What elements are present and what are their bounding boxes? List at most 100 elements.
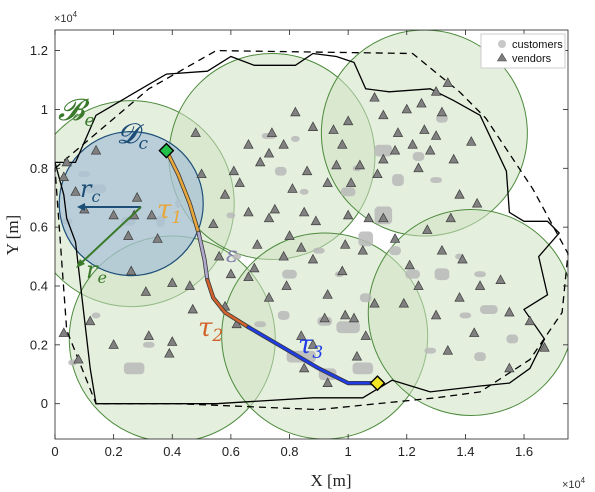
path-segment-3	[206, 278, 250, 329]
vendor-marker	[143, 330, 154, 340]
vendor-marker	[425, 144, 436, 155]
y-axis-exponent: ×104	[54, 10, 78, 25]
customer-blob	[424, 347, 437, 354]
customer-blob	[405, 269, 420, 279]
vendor-marker	[430, 130, 442, 140]
vendor-marker	[281, 280, 292, 290]
vendor-marker	[184, 280, 196, 290]
vendor-marker	[319, 312, 330, 323]
x-axis-exponent: ×104	[562, 476, 586, 491]
x-tick-label: 0.6	[222, 444, 240, 459]
vendor-marker	[70, 186, 81, 196]
vendor-marker	[131, 191, 143, 202]
vendor-marker	[278, 250, 289, 261]
vendor-marker	[208, 218, 219, 229]
vendor-marker	[219, 189, 231, 199]
vendor-marker	[448, 153, 459, 164]
vendor-marker	[342, 209, 354, 220]
vendor-marker	[126, 265, 137, 276]
vendor-marker	[266, 127, 278, 137]
customer-blob	[277, 311, 290, 320]
vendor-marker	[363, 212, 374, 223]
vendor-marker	[108, 209, 119, 220]
customer-blob	[312, 247, 325, 254]
y-tick-label: 0.2	[30, 337, 48, 352]
vendor-marker	[469, 327, 480, 337]
customer-blob	[123, 362, 145, 375]
vendor-marker	[243, 271, 254, 282]
customer-blob	[226, 212, 236, 219]
vendor-marker	[389, 233, 401, 243]
customer-blob	[290, 135, 300, 142]
y-tick-label: 0.8	[30, 161, 48, 176]
vendor-marker	[369, 297, 380, 308]
customer-blob	[374, 144, 393, 157]
y-tick-label: 0	[41, 396, 48, 411]
re-arrow	[78, 206, 142, 266]
legend-customer-label: customers	[512, 39, 563, 51]
vendor-marker	[287, 183, 298, 193]
vendor-marker	[442, 344, 453, 355]
vendor-marker	[255, 156, 266, 167]
vendor-marker	[539, 342, 550, 352]
vendor-marker	[378, 109, 389, 120]
x-tick-label: 1.2	[398, 444, 416, 459]
customer-blob	[480, 305, 498, 314]
vendor-marker	[340, 309, 351, 320]
legend-vendor-marker	[496, 52, 508, 62]
vendor-marker	[307, 121, 319, 131]
vendor-marker	[90, 144, 102, 155]
vendor-marker	[307, 253, 319, 264]
vendor-marker	[474, 280, 486, 290]
customer-blob	[142, 341, 155, 348]
vendor-marker	[146, 209, 157, 220]
vendor-marker	[430, 309, 442, 320]
vendor-marker	[369, 91, 380, 102]
vendor-marker	[401, 103, 412, 114]
vendor-marker	[269, 203, 281, 214]
vendor-marker	[167, 336, 178, 346]
vendor-marker	[419, 124, 430, 134]
customer-blob	[412, 152, 425, 161]
annotations: 𝓑e 𝓓c rc re τ1 ε τ2 τ3	[58, 93, 323, 363]
vendor-marker	[471, 197, 483, 208]
axes: 0 0.2 0.4 0.6 0.8 1 1.2 1.4 1.6 0 0.2 0.4 0.6 0.8 1 1.2	[30, 29, 569, 459]
vendor-marker	[378, 212, 389, 223]
vendor-marker	[466, 136, 477, 146]
vendor-marker	[442, 77, 453, 87]
vendor-marker	[407, 139, 418, 149]
vendor-marker	[430, 86, 442, 96]
vendor-marker	[196, 168, 207, 179]
vendor-marker	[213, 250, 225, 261]
vendor-marker	[372, 168, 383, 179]
boundary-solid-line	[54, 52, 561, 405]
vendor-marker	[495, 274, 506, 284]
vendor-marker	[310, 215, 322, 226]
vendor-marker	[243, 206, 254, 217]
vendor-marker	[263, 292, 275, 302]
vendor-marker	[436, 106, 448, 117]
vendor-marker	[307, 339, 319, 349]
start-point-marker	[158, 142, 175, 159]
legend-customer-marker	[498, 40, 506, 48]
vendor-marker	[123, 230, 134, 240]
vendor-marker	[296, 330, 307, 340]
customer-blob	[392, 174, 404, 186]
customer-blob	[359, 293, 372, 303]
vendor-marker	[152, 233, 163, 243]
axes-frame	[54, 29, 569, 440]
vendor-marker	[416, 97, 427, 108]
vendor-marker	[345, 177, 357, 187]
region-circle-6	[367, 209, 568, 416]
customer-blob	[506, 334, 519, 344]
vendor-marker	[252, 239, 263, 249]
vendor-marker	[398, 297, 410, 308]
vendor-marker	[342, 115, 354, 126]
vendor-marker	[322, 289, 333, 299]
vendor-marker	[392, 127, 404, 137]
vendor-markers	[58, 77, 550, 387]
y-tick-label: 0.4	[30, 278, 48, 293]
customer-blob	[358, 231, 374, 247]
